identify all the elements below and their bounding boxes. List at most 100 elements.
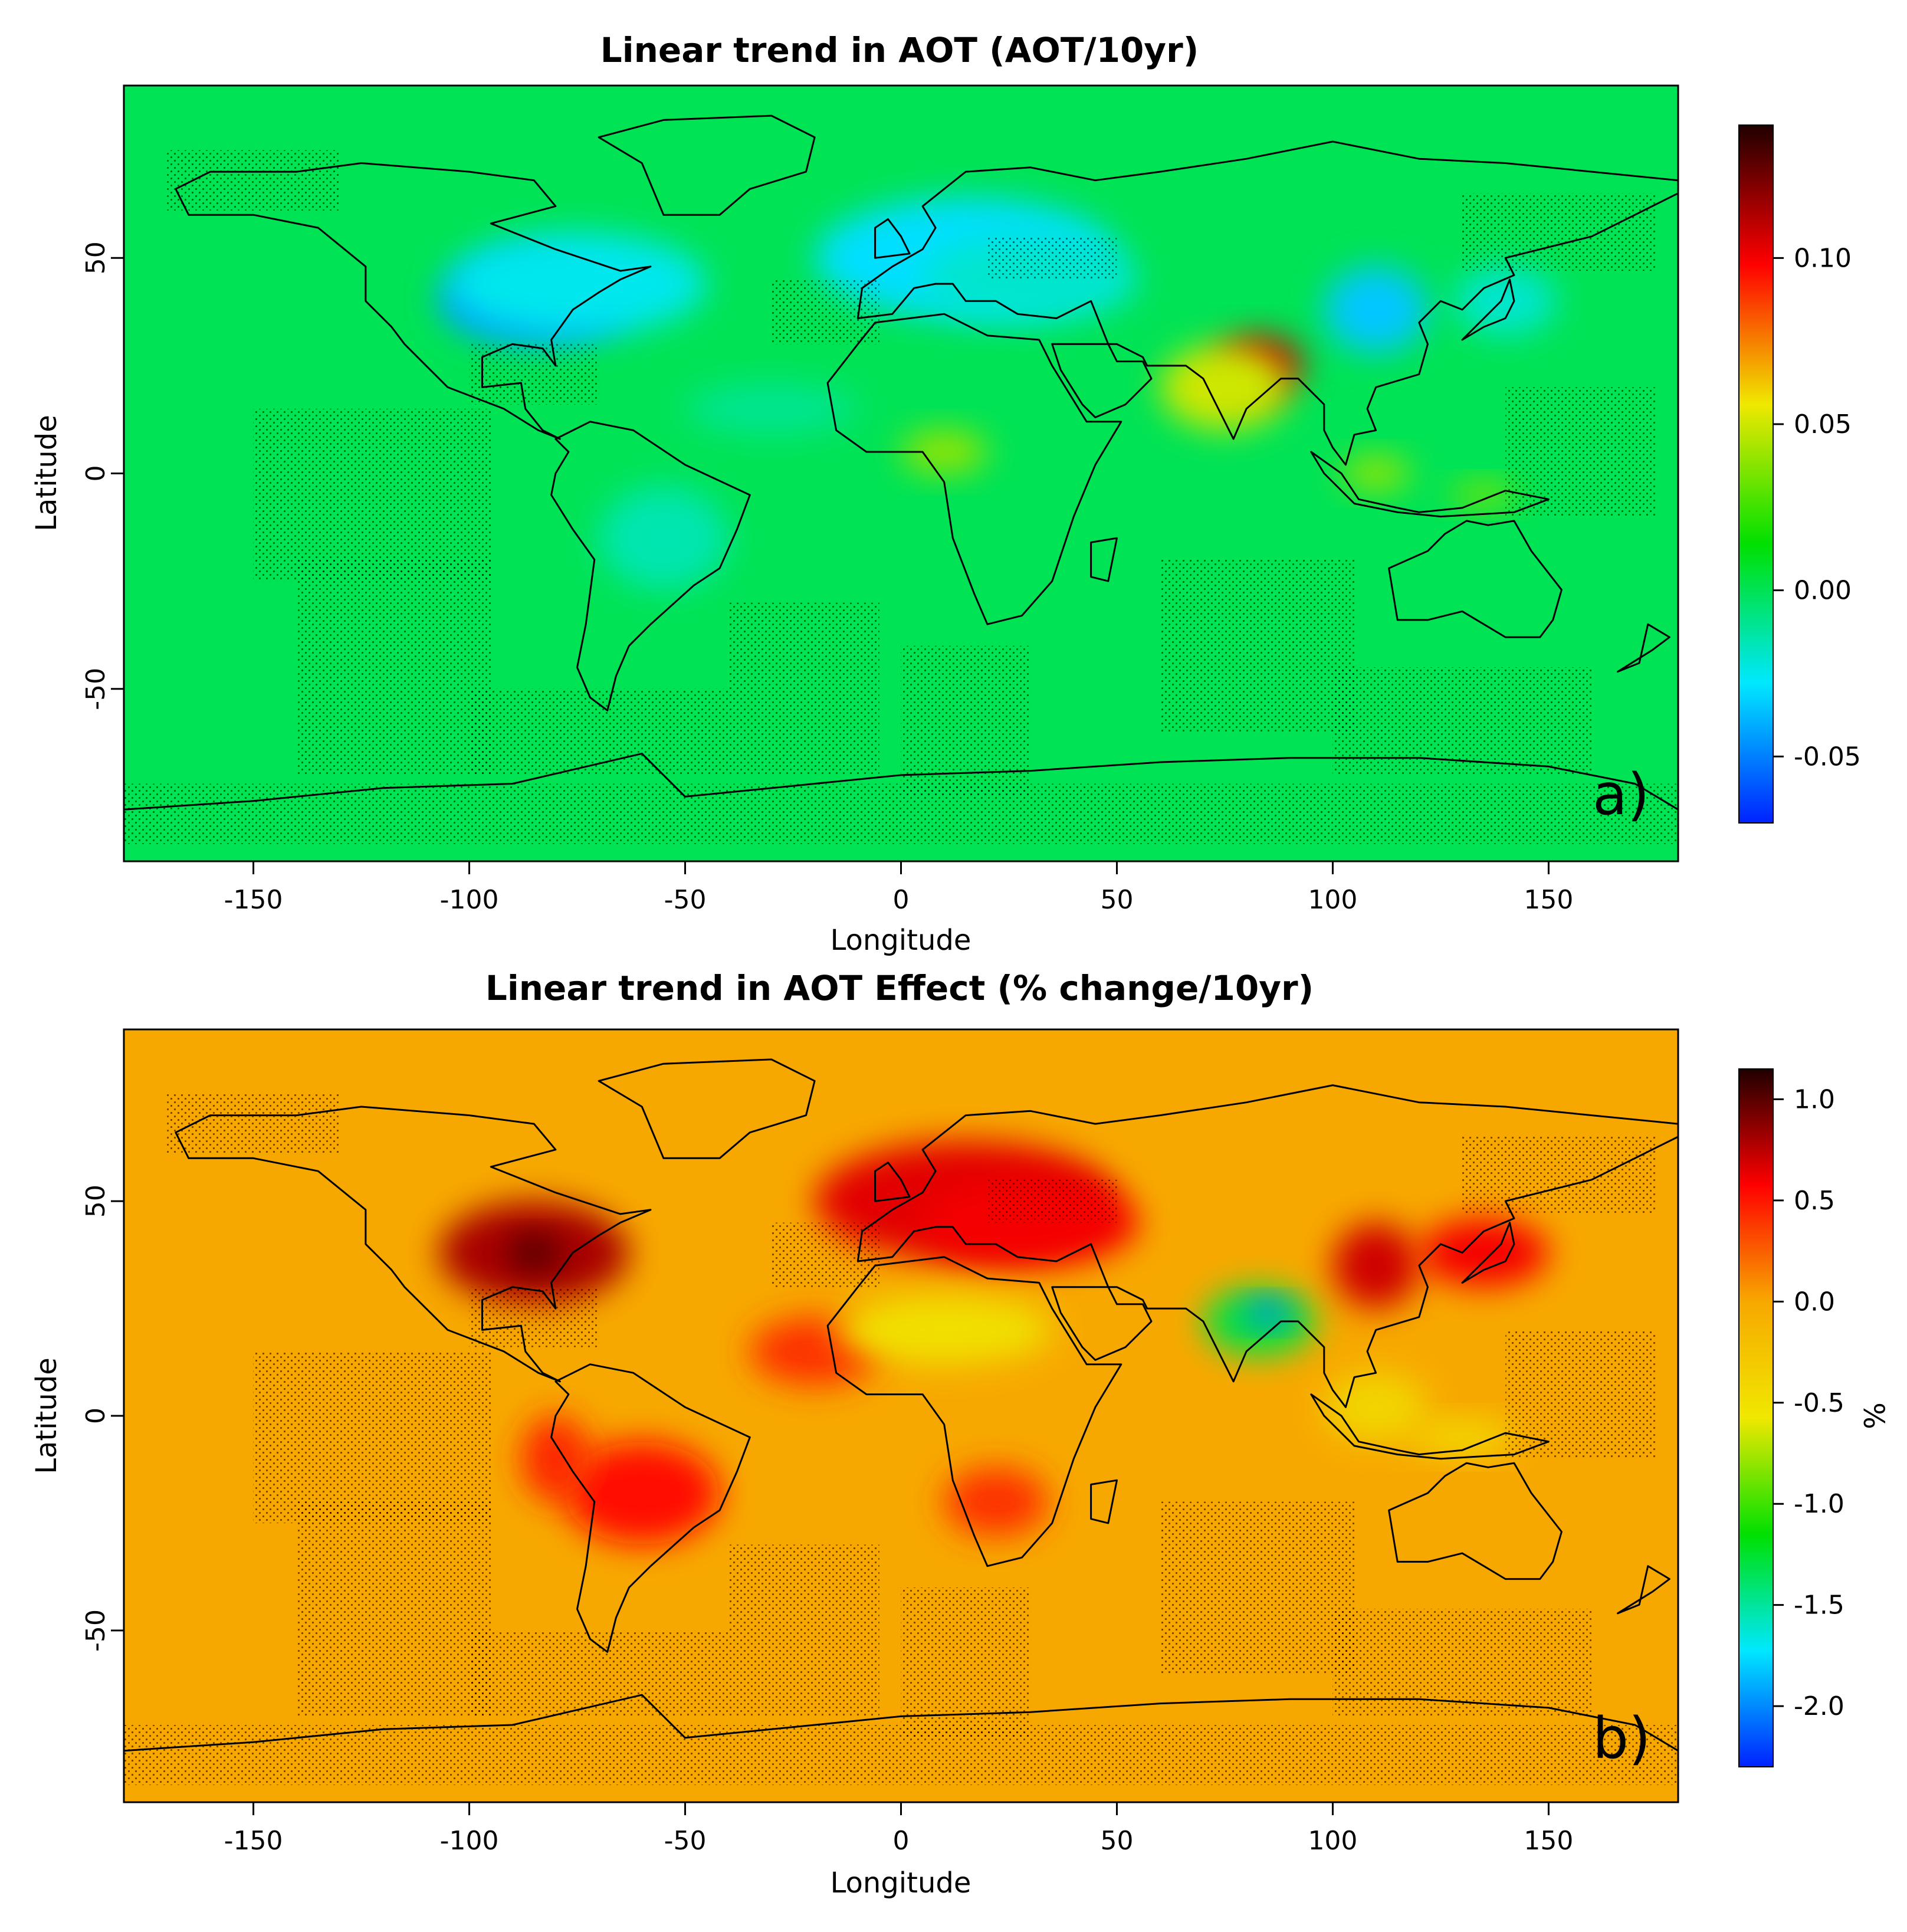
- coastline-new-zealand: [1617, 1565, 1670, 1615]
- coastline-australia: [1388, 520, 1563, 638]
- field-anomaly: [1160, 344, 1290, 431]
- colorbar-tick-label: 0.5: [1794, 1186, 1835, 1216]
- panel-b-x-label: Longitude: [831, 1867, 971, 1900]
- stipple-patch: [124, 783, 1678, 844]
- y-tick-label: 50: [81, 1185, 111, 1218]
- x-tick-label: 100: [1308, 885, 1357, 915]
- x-tick-label: 50: [1100, 1826, 1133, 1856]
- panel-b-colorbar-label: %: [1857, 1402, 1890, 1429]
- field-anomaly: [599, 486, 728, 590]
- coastline-greenland: [598, 114, 816, 216]
- stipple-patch: [987, 236, 1117, 280]
- x-tick-label: -100: [440, 885, 499, 915]
- coastline-greenland: [598, 1058, 816, 1159]
- panel-a-y-label: Latitude: [30, 415, 63, 532]
- y-tick-label: 0: [81, 465, 111, 482]
- coastline-indonesia: [1310, 1393, 1550, 1460]
- panel-b-colorbar: [1738, 1068, 1774, 1767]
- coastline-north-america: [175, 1106, 652, 1383]
- coastline-madagascar: [1090, 1479, 1118, 1524]
- colorbar-tick-label: 0.0: [1794, 1287, 1835, 1317]
- coastline-antarctica: [124, 752, 1678, 861]
- field-anomaly: [447, 232, 707, 336]
- field-anomaly: [901, 430, 987, 474]
- stipple-patch: [771, 279, 879, 345]
- field-anomaly: [1453, 266, 1558, 336]
- x-tick-label: 150: [1524, 1826, 1573, 1856]
- panel-b-y-label: Latitude: [30, 1357, 63, 1474]
- stipple-patch: [1505, 1330, 1657, 1459]
- field-anomaly: [1341, 456, 1411, 491]
- field-anomaly: [1449, 482, 1519, 508]
- coastline-arabia: [1051, 343, 1153, 418]
- field-anomaly: [508, 1235, 560, 1270]
- panel-b-y-axis: 50 0 -50: [81, 1185, 124, 1652]
- coastline-africa: [826, 313, 1122, 625]
- stipple-patch: [1332, 1609, 1592, 1717]
- coastline-eurasia: [856, 140, 1678, 466]
- stipple-patch: [296, 1501, 491, 1717]
- field-anomaly: [1324, 266, 1428, 353]
- panel-b: Linear trend in AOT Effect (% change/10y…: [30, 968, 1890, 1900]
- x-tick-label: 150: [1524, 885, 1573, 915]
- coastline-japan: [1461, 1222, 1515, 1284]
- stipple-patch: [469, 1630, 728, 1717]
- coastline-north-america: [175, 162, 652, 440]
- panel-a-title: Linear trend in AOT (AOT/10yr): [600, 30, 1199, 70]
- x-tick-label: -150: [224, 885, 283, 915]
- coastline-antarctica: [124, 1694, 1678, 1802]
- panel-a-field: [439, 197, 1558, 590]
- stipple-patch: [296, 559, 491, 775]
- panel-a-coastlines: [124, 114, 1678, 861]
- stipple-patch: [167, 150, 340, 211]
- field-anomaly: [685, 383, 858, 435]
- stipple-patch: [1332, 667, 1592, 775]
- panel-b-colorbar-ticks: 1.0 0.5 0.0 -0.5 -1.0 -1.5 -2.0: [1773, 1084, 1844, 1721]
- x-tick-label: -50: [664, 1826, 707, 1856]
- coastline-new-zealand: [1617, 623, 1670, 673]
- panel-a-x-axis: -150 -100 -50 0 50 100 150: [224, 861, 1573, 915]
- field-anomaly: [1410, 1420, 1514, 1455]
- colorbar-tick-label: -0.05: [1794, 742, 1861, 772]
- x-tick-label: 100: [1308, 1826, 1357, 1856]
- coastline-uk: [874, 1162, 911, 1202]
- field-anomaly: [1246, 1300, 1290, 1326]
- panel-b-x-axis: -150 -100 -50 0 50 100 150: [224, 1802, 1573, 1856]
- coastline-arabia: [1051, 1286, 1153, 1361]
- panel-a-plot: [124, 86, 1678, 861]
- stipple-patch: [728, 602, 879, 775]
- x-tick-label: 0: [893, 1826, 910, 1856]
- panel-b-label: b): [1593, 1705, 1650, 1772]
- stipple-patch: [1160, 559, 1355, 732]
- panel-b-title: Linear trend in AOT Effect (% change/10y…: [485, 968, 1314, 1008]
- panel-a-y-axis: 50 0 -50: [81, 241, 124, 710]
- coastline-australia: [1388, 1462, 1563, 1580]
- colorbar-tick-label: 0.10: [1794, 243, 1852, 273]
- stipple-patch: [469, 344, 599, 405]
- coastline-south-america: [550, 421, 751, 711]
- field-anomaly: [1332, 1222, 1419, 1309]
- panel-a-x-label: Longitude: [831, 924, 971, 957]
- y-tick-label: -50: [81, 668, 111, 710]
- x-tick-label: -100: [440, 1826, 499, 1856]
- panel-b-significance-stippling: [124, 1094, 1678, 1785]
- coastline-uk: [874, 218, 911, 259]
- field-anomaly: [564, 1441, 720, 1545]
- stipple-patch: [253, 1351, 491, 1523]
- panel-a-colorbar: [1738, 124, 1774, 824]
- stipple-patch: [1462, 193, 1657, 271]
- stipple-patch: [728, 1544, 879, 1717]
- stipple-patch: [987, 1179, 1117, 1223]
- stipple-patch: [167, 1094, 340, 1154]
- stipple-patch: [469, 1287, 599, 1347]
- panel-b-coastlines: [124, 1058, 1678, 1802]
- field-anomaly: [944, 1467, 1048, 1536]
- colorbar-tick-label: -1.5: [1794, 1590, 1844, 1621]
- x-tick-label: -150: [224, 1826, 283, 1856]
- y-tick-label: -50: [81, 1609, 111, 1652]
- panel-b-plot: [124, 1029, 1678, 1802]
- colorbar-tick-label: 0.05: [1794, 409, 1852, 439]
- stipple-patch: [1160, 1501, 1355, 1674]
- colorbar-tick-label: -2.0: [1794, 1691, 1844, 1721]
